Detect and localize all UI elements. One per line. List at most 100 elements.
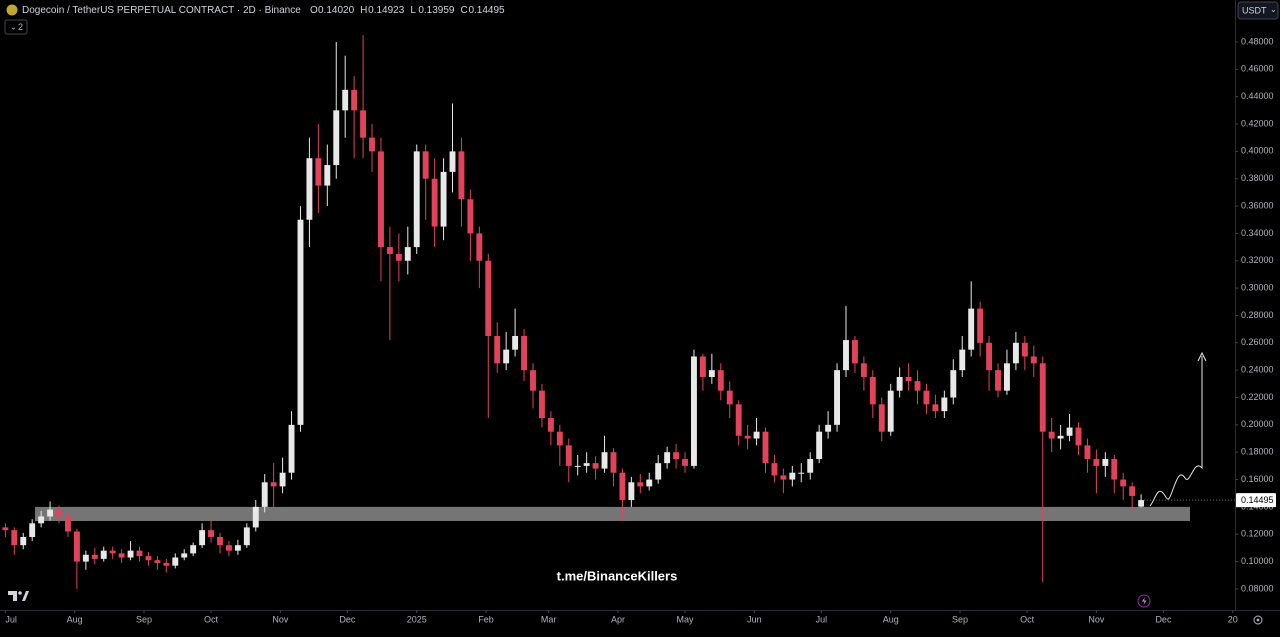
- candle-body: [324, 165, 331, 186]
- candle-body: [646, 479, 653, 487]
- candle-body: [851, 340, 858, 364]
- y-tick-label: 0.48000: [1241, 36, 1274, 46]
- candle-body: [1075, 427, 1082, 446]
- x-tick-label: Dec: [339, 614, 356, 624]
- currency-button[interactable]: [1237, 1, 1279, 20]
- candle-body: [691, 356, 697, 466]
- symbol-title: Dogecoin / TetherUS PERPETUAL CONTRACT ·…: [22, 5, 301, 16]
- candle-body: [986, 342, 993, 371]
- candle-body: [717, 370, 724, 391]
- settings-icon[interactable]: [1253, 615, 1263, 625]
- x-tick-label: Apr: [611, 614, 625, 624]
- candle-body: [422, 151, 429, 179]
- candle-body: [413, 151, 420, 248]
- y-tick-label: 0.22000: [1241, 392, 1274, 402]
- candle-body: [798, 472, 805, 474]
- candle-body: [682, 459, 688, 466]
- candle-body: [145, 556, 152, 561]
- candle-body: [977, 308, 984, 343]
- candle-body: [243, 527, 250, 546]
- candle-body: [261, 482, 268, 507]
- ohlc-value: 0.14020: [318, 5, 355, 16]
- candle-body: [834, 370, 840, 425]
- candle-body: [163, 562, 170, 566]
- x-tick-label: Feb: [478, 614, 494, 624]
- candle-body: [476, 233, 483, 261]
- candle-body: [556, 431, 563, 446]
- candle-body: [914, 381, 921, 391]
- symbol-icon: [6, 4, 18, 16]
- candle-body: [753, 431, 760, 439]
- candle-body: [995, 370, 1001, 391]
- candle-body: [959, 349, 966, 371]
- candle-body: [1066, 427, 1073, 436]
- settings-dot: [1256, 618, 1260, 622]
- y-tick-label: 0.16000: [1241, 474, 1274, 484]
- candle-body: [56, 509, 62, 517]
- candle-body: [217, 536, 223, 546]
- candle-body: [887, 390, 894, 432]
- candle-body: [708, 370, 715, 377]
- candle-body: [82, 554, 89, 562]
- candle-body: [896, 376, 903, 391]
- y-tick-label: 0.34000: [1241, 228, 1274, 238]
- candle-body: [789, 472, 796, 480]
- candle-body: [190, 545, 197, 554]
- indicator-toggle[interactable]: [4, 19, 28, 35]
- candle-body: [181, 553, 188, 558]
- candle-body: [843, 340, 849, 371]
- candle-body: [288, 424, 295, 473]
- y-tick-label: 0.10000: [1241, 556, 1274, 566]
- candle-body: [333, 110, 340, 166]
- candle-body: [360, 110, 367, 138]
- candle-body: [109, 550, 116, 554]
- candle-body: [431, 178, 438, 227]
- plot-area: [2, 35, 1235, 589]
- last-price-tag: [1236, 493, 1276, 508]
- candle-body: [315, 158, 322, 186]
- y-tick-label: 0.44000: [1241, 91, 1274, 101]
- candle-body: [762, 431, 769, 464]
- candle-body: [208, 530, 215, 537]
- chevron: ⌄: [10, 23, 17, 32]
- x-tick-label: Jun: [747, 614, 762, 624]
- candle-body: [1102, 459, 1109, 466]
- projection-arrow: [1149, 356, 1203, 507]
- candle-body: [20, 536, 27, 546]
- x-tick-label: Oct: [204, 614, 219, 624]
- candle-body: [136, 550, 143, 557]
- y-tick-label: 0.30000: [1241, 282, 1274, 292]
- candle-body: [807, 459, 814, 473]
- candle-body: [1030, 356, 1037, 364]
- y-tick-label: 0.36000: [1241, 200, 1274, 210]
- y-tick-label: 0.24000: [1241, 365, 1274, 375]
- candle-body: [547, 418, 554, 432]
- candle-body: [735, 404, 742, 436]
- y-tick-label: 0.18000: [1241, 447, 1274, 457]
- watermark: t.me/BinanceKillers: [557, 568, 678, 583]
- candle-body: [968, 308, 975, 350]
- candle-body: [38, 516, 45, 524]
- candle-body: [699, 356, 706, 377]
- y-tick-label: 0.08000: [1241, 583, 1274, 593]
- candle-body: [378, 151, 384, 248]
- candle-body: [628, 482, 635, 501]
- candle-body: [610, 452, 617, 473]
- candle-body: [65, 516, 71, 532]
- candle-body: [172, 557, 179, 566]
- x-tick-label: Sep: [136, 614, 152, 624]
- candle-body: [73, 531, 80, 562]
- candle-body: [100, 550, 107, 559]
- alert-icon[interactable]: [1137, 594, 1151, 608]
- x-tick-label: Aug: [883, 614, 899, 624]
- candle-body: [637, 482, 644, 487]
- candle-body: [1048, 431, 1055, 439]
- last-price-label: 0.14495: [1241, 495, 1274, 505]
- indicator-count: 2: [18, 22, 23, 32]
- y-tick-label: 0.42000: [1241, 118, 1274, 128]
- x-tick-label: Nov: [1088, 614, 1105, 624]
- candle-body: [11, 530, 18, 546]
- candle-body: [905, 376, 912, 382]
